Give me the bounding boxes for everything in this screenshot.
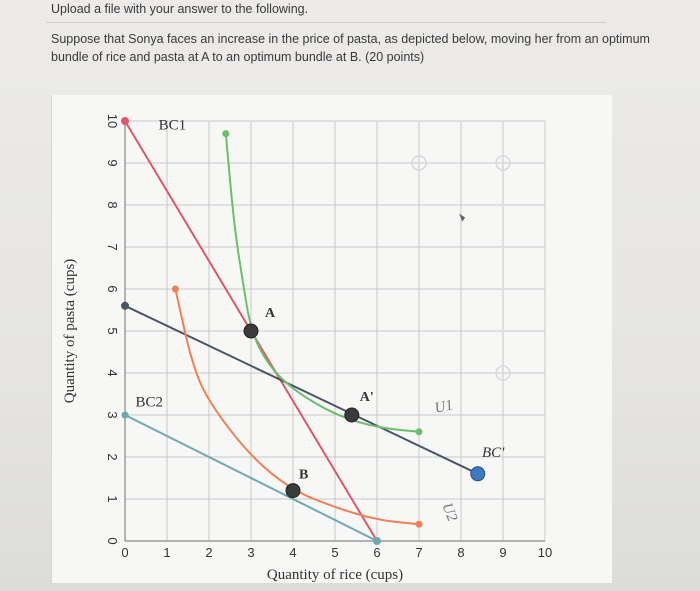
prompt-question: Suppose that Sonya faces an increase in … [51, 32, 650, 64]
curve-endpoint [415, 428, 423, 436]
y-tick-label: 9 [105, 159, 120, 166]
label-u1: U1 [433, 397, 454, 416]
x-tick-label: 4 [289, 545, 296, 560]
x-tick-label: 9 [499, 545, 506, 560]
bc1-endpoint [121, 117, 129, 125]
label-u2: U2 [438, 501, 460, 524]
x-tick-label: 5 [331, 545, 338, 560]
indifference-curve-u2 [174, 288, 420, 526]
point-aprime [344, 407, 360, 423]
bcprime-endpoint [470, 466, 486, 482]
point-label-a: A [265, 306, 276, 321]
cursor-arrow-icon [459, 213, 466, 222]
y-tick-label: 0 [105, 537, 120, 544]
x-tick-label: 7 [415, 545, 422, 560]
prompt-title: Upload a file with your answer to the fo… [51, 2, 309, 16]
indifference-curve-u1 [224, 133, 420, 433]
y-axis-label: Quantity of pasta (cups) [62, 259, 78, 404]
divider [46, 22, 606, 23]
y-tick-label: 6 [105, 285, 120, 292]
y-tick-label: 3 [105, 411, 120, 418]
point-label-aprime: A' [360, 390, 374, 405]
x-tick-label: 1 [163, 545, 170, 560]
y-tick-label: 4 [105, 369, 120, 376]
bc2-endpoint [373, 537, 381, 545]
x-tick-label: 10 [538, 545, 552, 560]
chart-svg: 0 1 2 3 4 5 6 7 8 9 10 0 1 2 3 4 5 6 7 8 9 10 Quantity of rice… [62, 114, 552, 583]
faint-circle-mark [411, 155, 427, 171]
bcprime-endpoint [121, 301, 129, 310]
x-tick-label: 6 [373, 545, 380, 560]
chart-figure: 0 1 2 3 4 5 6 7 8 9 10 0 1 2 3 4 5 6 7 8 9 10 Quantity of rice… [51, 95, 612, 583]
x-tick-label: 0 [121, 545, 128, 560]
curve-endpoint [171, 285, 179, 293]
y-tick-label: 2 [105, 453, 120, 460]
curve-endpoint [415, 520, 423, 528]
x-axis-label: Quantity of rice (cups) [267, 567, 403, 583]
y-tick-label: 5 [105, 327, 120, 334]
y-tick-label: 7 [105, 243, 120, 250]
x-tick-label: 3 [247, 545, 254, 560]
bc2-endpoint [121, 411, 129, 419]
label-bc1: BC1 [159, 117, 187, 133]
label-bc2: BC2 [136, 395, 164, 411]
budget-line-bc2 [124, 414, 378, 542]
point-b [285, 483, 301, 499]
x-tick-label: 2 [205, 545, 212, 560]
point-a [243, 323, 259, 339]
label-bcprime: BC' [482, 445, 505, 461]
budget-line-bcprime [124, 304, 479, 475]
y-tick-label: 8 [105, 201, 120, 208]
question-prompt: Upload a file with your answer to the fo… [51, 0, 671, 66]
x-tick-label: 8 [457, 545, 464, 560]
y-tick-label: 10 [105, 114, 120, 128]
curve-endpoint [222, 130, 230, 138]
point-label-b: B [299, 468, 308, 483]
y-tick-label: 1 [105, 495, 120, 502]
